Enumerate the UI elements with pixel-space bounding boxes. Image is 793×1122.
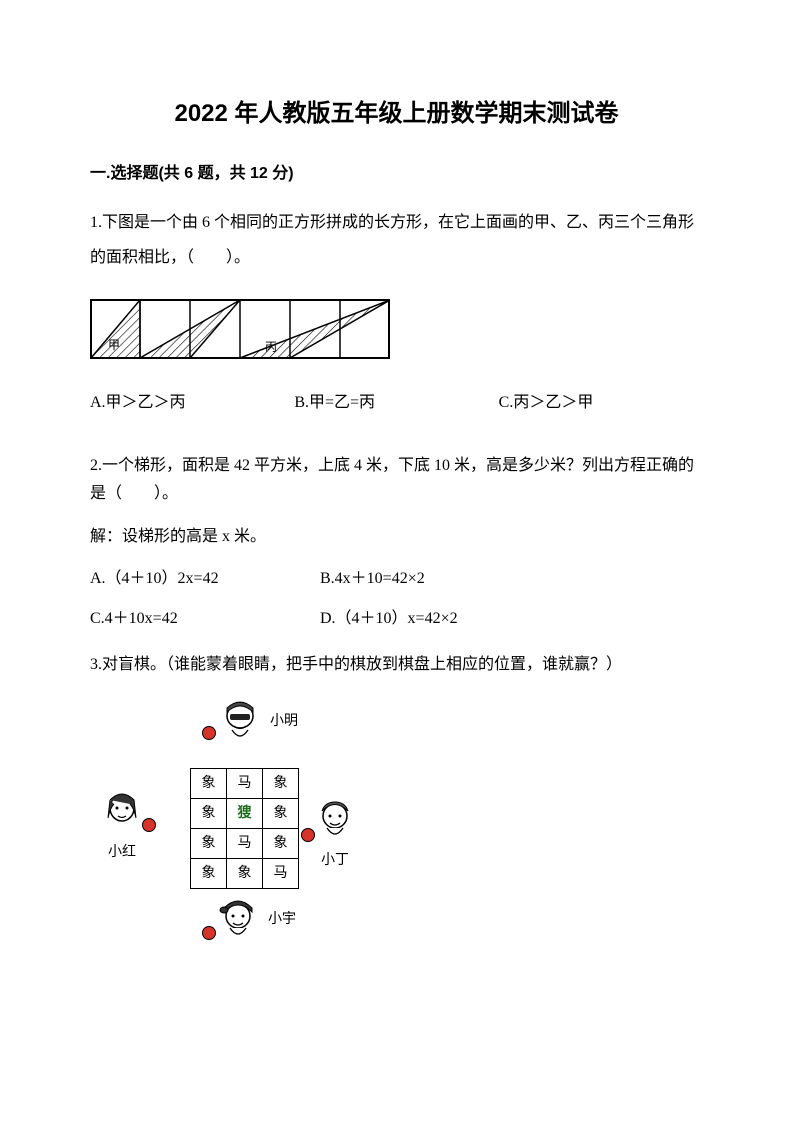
player-right-icon: [315, 796, 355, 844]
q2-option-d: D.（4＋10）x=42×2: [320, 606, 703, 632]
player-right: 小丁: [315, 796, 355, 872]
board-cell: 象: [263, 799, 299, 829]
player-top: 小明: [220, 698, 298, 746]
q1-text: 1.下图是一个由 6 个相同的正方形拼成的长方形，在它上面画的甲、乙、丙三个三角…: [90, 205, 703, 275]
player-bottom: 小宇: [218, 896, 296, 944]
board-cell: 象: [191, 859, 227, 889]
q2-option-b: B.4x＋10=42×2: [320, 566, 703, 592]
player-bottom-label: 小宇: [268, 909, 296, 931]
section-1-header: 一.选择题(共 6 题，共 12 分): [90, 161, 703, 187]
q3-text: 3.对盲棋。（谁能蒙着眼睛，把手中的棋放到棋盘上相应的位置，谁就赢？）: [90, 647, 703, 682]
q1-option-b: B.甲=乙=丙: [294, 390, 498, 416]
q3-figure: 小明 小红 小丁: [90, 696, 400, 956]
player-right-label: 小丁: [321, 850, 349, 872]
player-left-label: 小红: [108, 842, 136, 864]
board-cell: 象: [191, 799, 227, 829]
page-title: 2022 年人教版五年级上册数学期末测试卷: [90, 95, 703, 133]
q2-options-row1: A.（4＋10）2x=42 B.4x＋10=42×2: [90, 566, 703, 592]
q1-label-jia: 甲: [108, 338, 120, 352]
player-bottom-icon: [218, 896, 258, 944]
q2-options-row2: C.4＋10x=42 D.（4＋10）x=42×2: [90, 606, 703, 632]
q2-text: 2.一个梯形，面积是 42 平方米，上底 4 米，下底 10 米，高是多少米？列…: [90, 452, 703, 510]
board-cell: 马: [227, 829, 263, 859]
chess-board: 象 马 象 象 獀 象 象 马 象 象 象 马: [190, 768, 299, 889]
q2-option-a: A.（4＋10）2x=42: [90, 566, 320, 592]
q1-figure: 甲 丙: [90, 299, 390, 359]
q2-option-c: C.4＋10x=42: [90, 606, 320, 632]
player-top-label: 小明: [270, 711, 298, 733]
chess-board-wrap: 象 马 象 象 獀 象 象 马 象 象 象 马: [190, 768, 299, 889]
player-left: 小红: [102, 788, 142, 864]
board-cell-highlight: 獀: [227, 799, 263, 829]
q1-option-a: A.甲＞乙＞丙: [90, 390, 294, 416]
board-cell: 象: [191, 829, 227, 859]
hand-icon: [301, 828, 315, 842]
board-cell: 象: [263, 769, 299, 799]
hand-icon: [202, 726, 216, 740]
hand-icon: [142, 818, 156, 832]
board-cell: 象: [263, 829, 299, 859]
board-cell: 马: [263, 859, 299, 889]
board-cell: 象: [227, 859, 263, 889]
q1-options: A.甲＞乙＞丙 B.甲=乙=丙 C.丙＞乙＞甲: [90, 390, 703, 416]
hand-icon: [202, 926, 216, 940]
player-top-icon: [220, 698, 260, 746]
q2-setup: 解：设梯形的高是 x 米。: [90, 523, 703, 552]
q1-label-bing: 丙: [265, 340, 277, 354]
board-cell: 马: [227, 769, 263, 799]
board-cell: 象: [191, 769, 227, 799]
q1-option-c: C.丙＞乙＞甲: [499, 390, 703, 416]
player-left-icon: [102, 788, 142, 836]
